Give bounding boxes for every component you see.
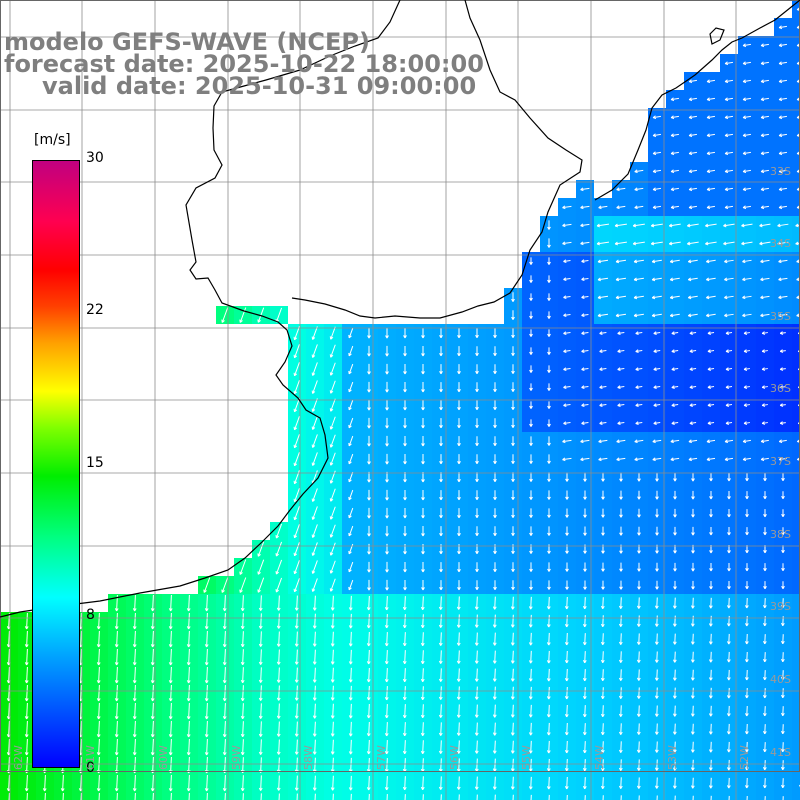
wind-arrow xyxy=(778,43,787,48)
lat-label: 33S xyxy=(770,165,791,178)
wind-arrow xyxy=(760,97,769,102)
wind-arrow xyxy=(778,97,787,102)
lon-label: 52W xyxy=(738,745,751,770)
wind-arrow xyxy=(742,61,751,66)
colorbar-unit: [m/s] xyxy=(34,132,71,148)
wind-cell xyxy=(792,666,800,684)
wind-arrow xyxy=(706,79,715,84)
wind-arrow xyxy=(724,79,733,84)
colorbar-tick-8: 8 xyxy=(86,607,95,623)
wind-cell xyxy=(792,198,800,216)
lon-label: 59W xyxy=(230,745,243,770)
wind-arrow xyxy=(760,79,769,84)
lon-label: 55W xyxy=(520,745,533,770)
wind-arrow xyxy=(760,61,769,66)
wind-cell xyxy=(792,630,800,648)
wind-cell xyxy=(792,414,800,432)
colorbar xyxy=(32,160,80,768)
wind-cell xyxy=(792,0,800,18)
wind-arrow xyxy=(688,97,697,102)
wind-cell xyxy=(792,774,800,792)
lon-label: 58W xyxy=(302,745,315,770)
wind-arrow xyxy=(724,97,733,102)
wind-cell xyxy=(792,252,800,270)
wind-cell xyxy=(792,288,800,306)
lon-label: 56W xyxy=(448,745,461,770)
lon-label: 60W xyxy=(157,745,170,770)
lat-label: 39S xyxy=(770,600,791,613)
wind-cell xyxy=(792,468,800,486)
colorbar-tick-15: 15 xyxy=(86,455,104,471)
wind-cell xyxy=(756,792,774,800)
wind-cell xyxy=(792,702,800,720)
wind-arrow xyxy=(724,61,733,66)
wind-cell xyxy=(792,90,800,108)
wind-cell xyxy=(792,720,800,738)
wind-cell xyxy=(792,324,800,342)
colorbar-tick-22: 22 xyxy=(86,302,104,318)
lon-label: 61W xyxy=(84,745,97,770)
wind-cell xyxy=(792,612,800,630)
wind-cell xyxy=(792,54,800,72)
wind-cell xyxy=(792,162,800,180)
wind-cell xyxy=(774,792,792,800)
wind-cell xyxy=(792,558,800,576)
wind-cell xyxy=(792,342,800,360)
wind-cell xyxy=(792,270,800,288)
wind-arrow xyxy=(760,43,769,48)
lon-label: 57W xyxy=(375,745,388,770)
wind-cell xyxy=(792,360,800,378)
wind-cell xyxy=(792,450,800,468)
lat-label: 36S xyxy=(770,382,791,395)
wind-arrow xyxy=(670,97,679,102)
lat-label: 41S xyxy=(770,746,791,759)
lon-label: 54W xyxy=(593,745,606,770)
wind-cell xyxy=(792,126,800,144)
wind-cell xyxy=(792,18,800,36)
wind-cell xyxy=(792,684,800,702)
wind-cell xyxy=(792,306,800,324)
wind-cell xyxy=(792,486,800,504)
wind-arrow xyxy=(742,97,751,102)
lat-label: 34S xyxy=(770,237,791,250)
wind-arrow xyxy=(688,79,697,84)
lon-label: 62W xyxy=(12,745,25,770)
wind-cell xyxy=(792,144,800,162)
lon-label: 53W xyxy=(666,745,679,770)
wind-cell xyxy=(792,72,800,90)
wind-cell xyxy=(792,396,800,414)
wind-cell xyxy=(792,540,800,558)
wind-arrow xyxy=(778,79,787,84)
wind-cell xyxy=(792,36,800,54)
wind-cell xyxy=(792,738,800,756)
wind-cell xyxy=(792,648,800,666)
wind-cell xyxy=(792,576,800,594)
wind-arrow xyxy=(778,61,787,66)
wind-arrow xyxy=(742,43,751,48)
wind-cell xyxy=(792,594,800,612)
wind-arrow xyxy=(742,79,751,84)
wind-arrow xyxy=(706,97,715,102)
wind-cell xyxy=(792,792,800,800)
wind-cell xyxy=(792,108,800,126)
wind-cell xyxy=(792,522,800,540)
lat-label: 37S xyxy=(770,455,791,468)
wind-arrow xyxy=(778,25,787,30)
wind-cell xyxy=(792,756,800,774)
colorbar-tick-30: 30 xyxy=(86,150,104,166)
wind-cell xyxy=(792,432,800,450)
title-valid-date: valid date: 2025-10-31 09:00:00 xyxy=(42,72,477,100)
wind-cell xyxy=(792,504,800,522)
lat-label: 35S xyxy=(770,310,791,323)
lat-label: 40S xyxy=(770,673,791,686)
wind-cell xyxy=(792,378,800,396)
lat-label: 38S xyxy=(770,528,791,541)
wind-cell xyxy=(792,180,800,198)
